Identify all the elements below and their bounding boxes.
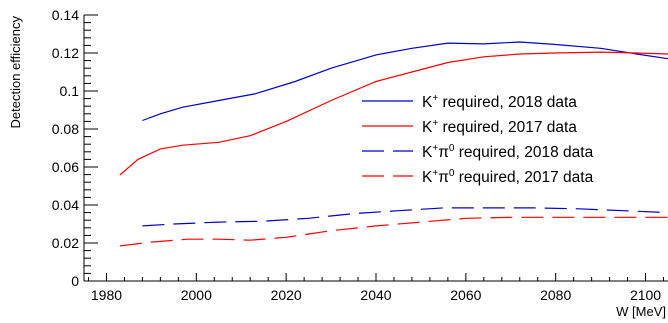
x-tick-label: 2020 — [271, 287, 302, 303]
y-tick-label: 0.14 — [52, 7, 79, 23]
x-tick-label: 2000 — [181, 287, 212, 303]
legend-entry-3: K+π0 required, 2018 data — [422, 143, 594, 161]
x-tick-label: 2080 — [540, 287, 571, 303]
y-tick-label: 0 — [71, 273, 79, 289]
legend-entry-1: K+ required, 2018 data — [422, 93, 577, 111]
y-tick-label: 0.1 — [60, 83, 80, 99]
x-tick-label: 1980 — [91, 287, 122, 303]
y-axis-title: Detection efficiency — [8, 16, 23, 129]
y-tick-label: 0.12 — [52, 45, 79, 61]
plot-lines — [119, 41, 668, 247]
y-tick-label: 0.02 — [52, 235, 79, 251]
series-line-4 — [119, 216, 668, 247]
x-tick-label: 2060 — [450, 287, 481, 303]
legend-entry-4: K+π0 required, 2017 data — [422, 168, 594, 186]
x-axis-title: W [MeV] — [616, 304, 666, 319]
y-tick-label: 0.04 — [52, 197, 79, 213]
series-line-2 — [119, 51, 668, 176]
x-tick-label: 2040 — [360, 287, 391, 303]
y-tick-label: 0.06 — [52, 159, 79, 175]
series-line-3 — [142, 207, 668, 227]
legend: K+ required, 2018 data K+ required, 2017 … — [362, 93, 594, 186]
series-line-1 — [142, 41, 668, 122]
y-tick-label: 0.08 — [52, 121, 79, 137]
legend-entry-2: K+ required, 2017 data — [422, 118, 577, 136]
axes: 0 0.02 0.04 0.06 0.08 0.1 0.12 0.14 1980 2000 2020… — [52, 7, 668, 303]
x-tick-label: 2100 — [630, 287, 661, 303]
